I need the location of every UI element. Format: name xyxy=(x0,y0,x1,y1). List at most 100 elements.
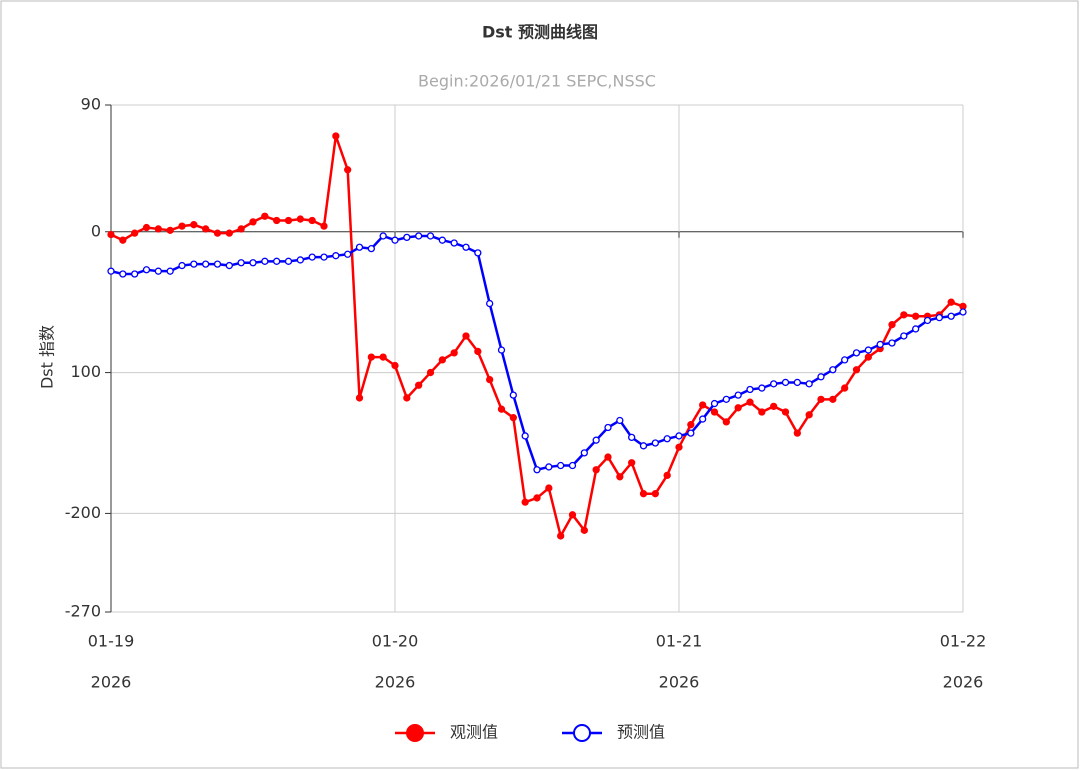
data-point xyxy=(746,385,754,394)
data-point xyxy=(781,408,790,416)
data-point xyxy=(107,230,115,239)
data-point xyxy=(462,243,470,251)
data-point xyxy=(545,484,553,492)
data-point xyxy=(651,490,659,498)
data-point xyxy=(403,233,411,242)
chart-title: Dst 预测曲线图 xyxy=(482,23,598,42)
data-point xyxy=(580,526,588,534)
data-point xyxy=(841,384,849,392)
data-point xyxy=(568,461,577,470)
data-point xyxy=(462,332,470,340)
chart-subtitle: Begin:2026/01/21 SEPC,NSSC xyxy=(418,72,656,91)
data-point xyxy=(178,222,186,230)
data-point xyxy=(888,339,896,347)
y-tick-label: 90 xyxy=(81,95,101,114)
data-point xyxy=(202,260,210,268)
data-point xyxy=(415,381,423,389)
data-point xyxy=(616,416,624,425)
data-point xyxy=(284,257,293,265)
data-point xyxy=(379,232,387,240)
data-point xyxy=(344,250,352,258)
data-point xyxy=(746,398,754,406)
data-point xyxy=(438,356,446,364)
data-point xyxy=(959,308,967,316)
data-point xyxy=(592,466,600,474)
x-tick-year: 2026 xyxy=(943,673,984,692)
x-tick-label: 01-20 xyxy=(372,632,419,651)
data-point xyxy=(391,361,399,370)
data-point xyxy=(296,256,304,264)
data-point xyxy=(450,349,458,357)
data-point xyxy=(651,439,659,447)
data-point xyxy=(841,356,849,364)
data-point xyxy=(805,380,813,388)
data-point xyxy=(249,259,257,267)
data-point xyxy=(237,225,245,233)
data-point xyxy=(580,449,588,457)
data-point xyxy=(308,216,316,225)
data-point xyxy=(202,225,210,233)
data-point xyxy=(379,353,387,361)
data-point xyxy=(332,252,340,260)
data-point xyxy=(947,298,955,306)
y-tick-label: 0 xyxy=(91,221,101,240)
data-point xyxy=(770,402,778,411)
legend-marker xyxy=(573,724,591,742)
data-point xyxy=(438,236,446,244)
data-point xyxy=(628,459,636,467)
data-point xyxy=(225,261,233,270)
data-point xyxy=(131,270,139,278)
data-point xyxy=(237,259,245,267)
data-point xyxy=(545,463,553,471)
data-point xyxy=(876,340,884,349)
data-point xyxy=(107,267,115,275)
data-point xyxy=(190,221,198,229)
data-point xyxy=(367,244,375,253)
y-tick-label: 100 xyxy=(70,362,101,381)
data-point xyxy=(734,404,742,412)
data-point xyxy=(178,261,186,270)
data-point xyxy=(415,232,423,240)
y-tick-label: -200 xyxy=(65,503,101,522)
data-point xyxy=(261,257,269,265)
data-point xyxy=(829,366,837,374)
data-point xyxy=(320,222,328,230)
data-point xyxy=(604,423,612,432)
data-point xyxy=(474,347,482,356)
data-point xyxy=(154,267,162,275)
y-axis-label: Dst 指数 xyxy=(38,325,57,389)
data-point xyxy=(474,249,482,257)
data-point xyxy=(616,473,624,481)
data-point xyxy=(355,243,364,251)
data-point xyxy=(131,229,139,237)
data-point xyxy=(249,218,257,226)
data-point xyxy=(142,223,151,232)
x-tick-year: 2026 xyxy=(659,673,700,692)
data-point xyxy=(497,405,506,413)
data-point xyxy=(509,413,517,422)
legend-marker xyxy=(406,724,424,742)
data-point xyxy=(450,239,458,247)
data-point xyxy=(296,215,304,223)
data-point xyxy=(213,260,222,268)
data-point xyxy=(817,373,825,381)
x-tick-label: 01-19 xyxy=(88,632,135,651)
data-point xyxy=(900,332,908,340)
data-point xyxy=(166,226,174,234)
legend-label: 预测值 xyxy=(617,723,665,742)
data-point xyxy=(142,266,151,274)
data-point xyxy=(687,429,695,437)
data-point xyxy=(864,353,872,361)
data-point xyxy=(166,267,174,275)
data-point xyxy=(273,257,281,265)
data-point xyxy=(486,375,494,384)
data-point xyxy=(344,166,352,174)
data-point xyxy=(817,395,825,403)
data-point xyxy=(119,236,127,244)
data-point xyxy=(557,532,565,540)
data-point xyxy=(852,366,861,374)
data-point xyxy=(628,433,636,442)
data-point xyxy=(639,490,648,498)
data-point xyxy=(308,253,316,261)
